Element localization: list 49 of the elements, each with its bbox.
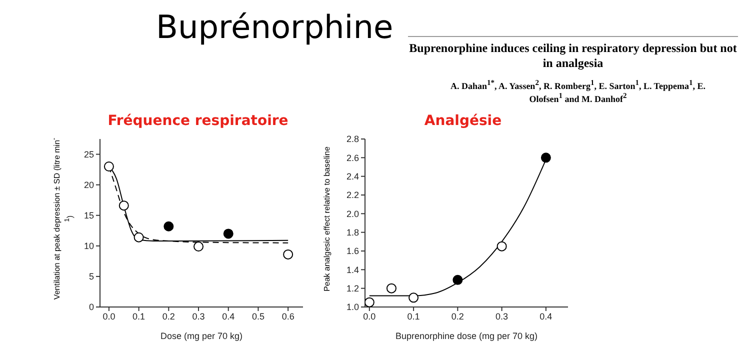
point	[118, 200, 129, 211]
point	[164, 221, 174, 232]
point	[452, 274, 463, 285]
point	[496, 241, 507, 252]
chart-title: Fréquence respiratoire	[106, 113, 290, 129]
y-tick-label: 0	[88, 302, 94, 312]
text: A. Dahan$^{1*}$, A. Yassen$^{2}$, R. Romberg$^{1}$, E. Sarton$^{1}$, L. Teppema$^{1}$, E. Olofsen$^{1}$ and M. Danhof$^{2}$	[450, 78, 706, 104]
point	[223, 228, 234, 239]
chart-title: Analgésie	[423, 113, 503, 129]
y-tick-label: 1.8	[346, 228, 359, 238]
y-tick-label: 1.6	[346, 246, 359, 256]
x-tick-label: 0.5	[252, 311, 264, 322]
y-tick-label: 1.0	[346, 302, 359, 312]
point	[134, 232, 144, 242]
y-tick-label: 2.8	[346, 134, 359, 144]
point	[104, 161, 114, 172]
y-axis-title: Peak analgesic effect relative to baseline	[322, 146, 332, 294]
x-tick-label: 0.2	[162, 311, 175, 322]
x-tick-label: 0.6	[282, 311, 294, 322]
point	[386, 283, 396, 294]
x-tick-label: 0.2	[451, 311, 464, 322]
y-tick-label: 2.0	[346, 208, 359, 219]
point	[194, 242, 204, 252]
y-tick-label: 1.2	[346, 284, 359, 294]
y-tick-label: 15	[84, 210, 94, 221]
x-axis-title: Buprenorphine dose (mg per 70 kg)	[395, 331, 538, 341]
x-tick-label: 0.3	[192, 311, 205, 322]
point	[283, 249, 294, 260]
point	[365, 297, 374, 307]
x-tick-label: 0.3	[496, 311, 508, 322]
y-tick-label: 20	[84, 180, 94, 190]
point	[408, 292, 419, 303]
y-tick-label: 2.4	[346, 172, 359, 182]
y-tick-label: 2.6	[346, 152, 359, 163]
x-tick-label: 0.1	[407, 311, 420, 322]
y-tick-label: 10	[84, 241, 94, 252]
x-tick-label: 0.0	[102, 311, 116, 322]
point	[540, 152, 551, 163]
text: Buprénorphine	[156, 8, 394, 46]
x-tick-label: 0.1	[132, 311, 146, 322]
x-tick-label: 0.4	[540, 311, 552, 322]
x-tick-label: 0.0	[363, 311, 376, 322]
y-tick-label: 25	[84, 149, 94, 160]
x-axis-title: Dose (mg per 70 kg)	[160, 331, 243, 341]
text: Buprenorphine induces ceiling in respiratory depression but not in analgesia	[408, 36, 738, 71]
y-tick-label: 2.2	[346, 190, 359, 200]
y-tick-label: 5	[88, 272, 94, 282]
y-tick-label: 1.4	[346, 264, 359, 275]
x-tick-label: 0.4	[222, 311, 235, 322]
